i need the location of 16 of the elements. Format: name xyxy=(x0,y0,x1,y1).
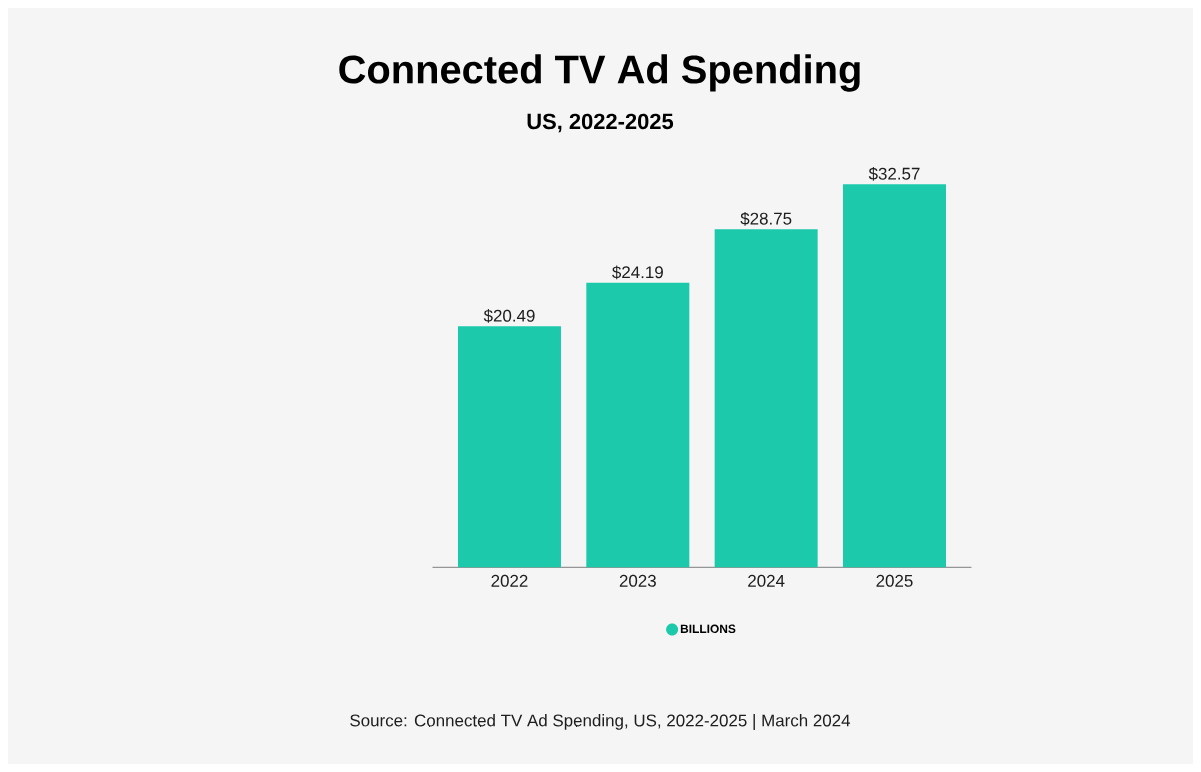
legend-label: BILLIONS xyxy=(680,624,736,633)
bar xyxy=(714,229,818,568)
x-tick-label: 2023 xyxy=(619,574,656,587)
x-tick-label: 2024 xyxy=(748,574,785,587)
x-tick-label: 2022 xyxy=(491,574,528,587)
x-tick-label: 2025 xyxy=(876,574,913,587)
bar xyxy=(842,184,946,568)
bar xyxy=(586,282,690,568)
data-label: $20.49 xyxy=(483,309,535,323)
chart-title: Connected TV Ad Spending xyxy=(339,54,860,92)
data-label: $24.19 xyxy=(612,265,663,280)
data-label: $32.57 xyxy=(868,166,920,181)
data-label: $28.75 xyxy=(740,211,792,226)
bar xyxy=(457,326,561,568)
source-note: Source: Connected TV Ad Spending, US, 2022-2025 | March 2024 xyxy=(350,714,851,730)
chart-subtitle: US, 2022-2025 xyxy=(527,113,674,133)
